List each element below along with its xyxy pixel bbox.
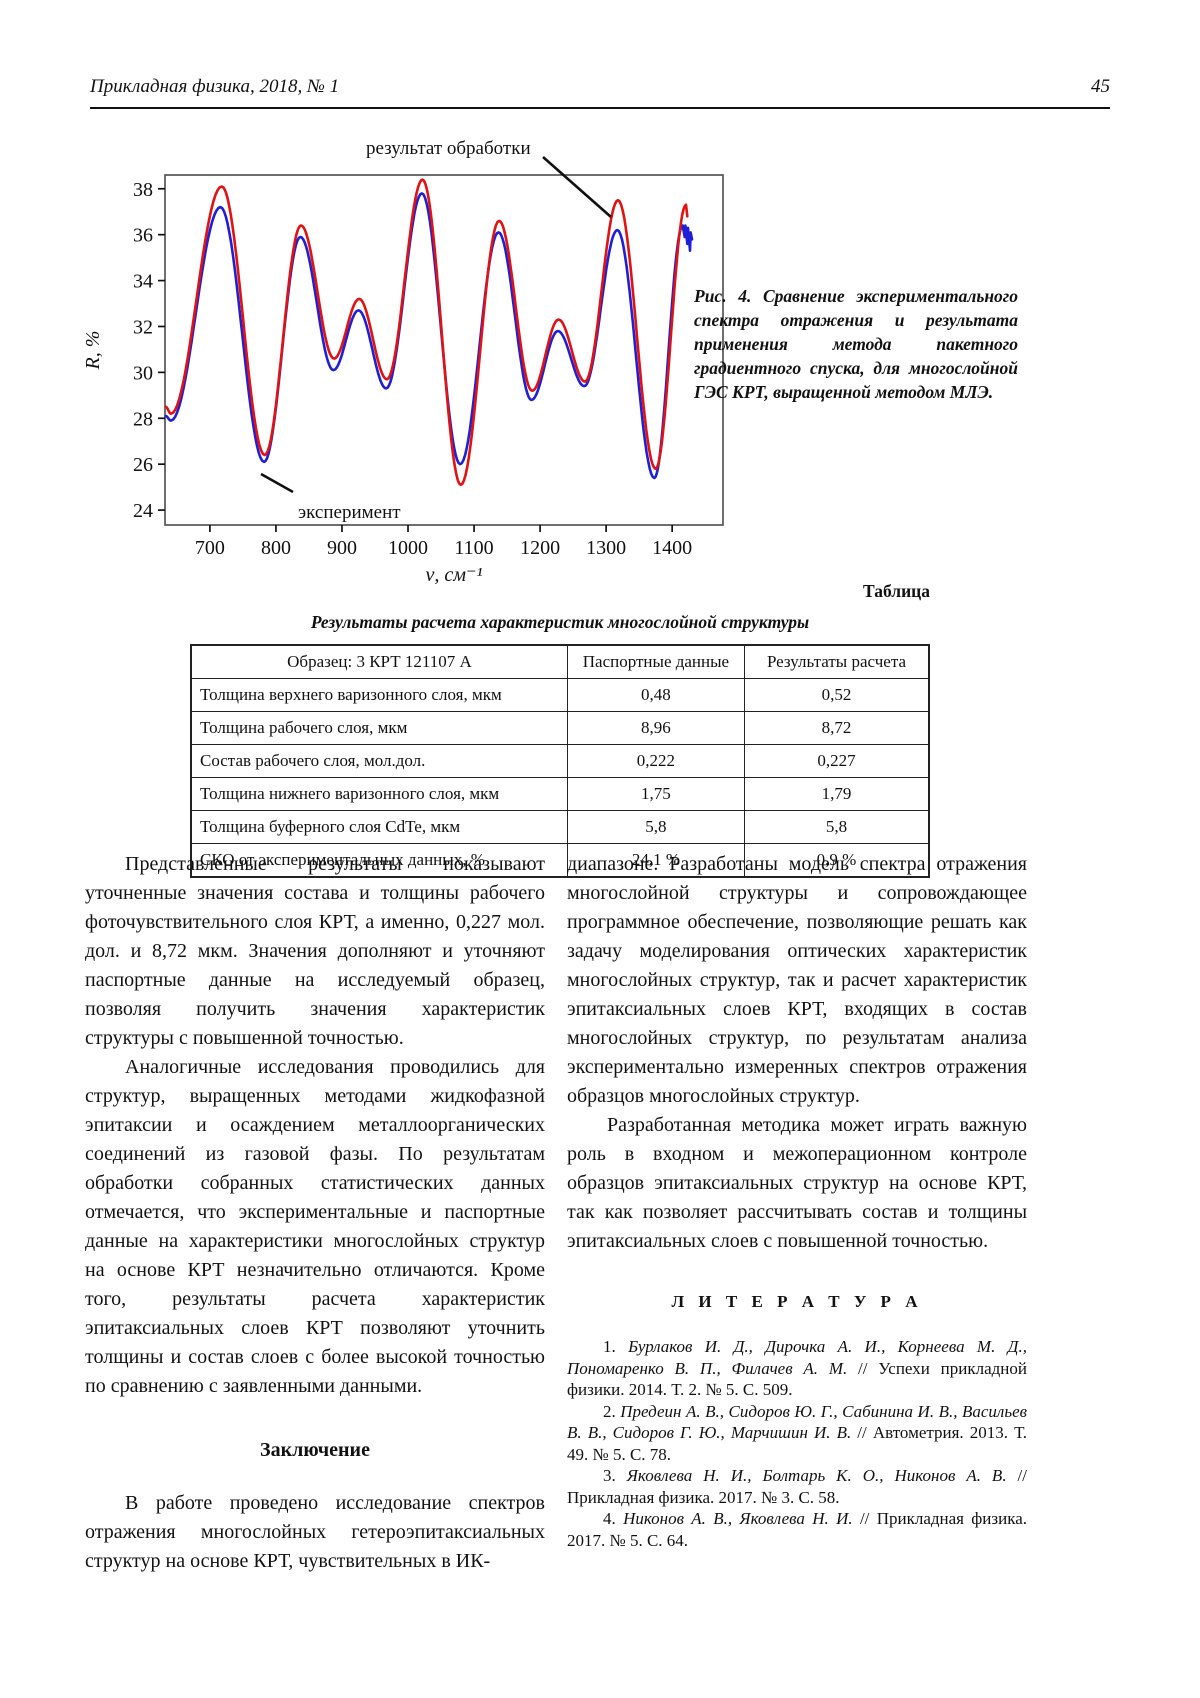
passport-cell: 0,222 <box>566 744 745 778</box>
table-header-sample: Образец: 3 КРТ 121107 А <box>190 644 568 679</box>
conclusion-heading: Заключение <box>260 1439 370 1461</box>
calc-cell: 1,79 <box>743 777 930 811</box>
ref-source: // Прикладная физика. 2017. № 3. С. 58. <box>567 1466 1028 1507</box>
param-cell: Толщина нижнего варизонного слоя, мкм <box>190 777 568 811</box>
figure-caption: Рис. 4. Сравнение экспериментального спе… <box>694 286 1018 402</box>
ref-source: // Автометрия. 2013. Т. 49. № 5. С. 78. <box>567 1423 1027 1464</box>
param-cell: Толщина буферного слоя CdTe, мкм <box>190 810 568 844</box>
svg-text:ν, см⁻¹: ν, см⁻¹ <box>425 564 482 586</box>
paragraph: Представленные результаты показывают уто… <box>85 853 545 1049</box>
ref-source: // Прикладная физика. 2017. № 5. С. 64. <box>567 1509 1028 1550</box>
ref-authors: Предеин А. В., Сидоров Ю. Г., Сабинина И… <box>567 1401 1028 1443</box>
ref-authors: Яковлева Н. И., Болтарь К. О., Никонов А… <box>626 1466 1007 1485</box>
svg-text:800: 800 <box>261 537 291 559</box>
journal-title: Прикладная физика, 2018, № 1 <box>90 76 340 97</box>
passport-cell: 5,8 <box>566 810 745 844</box>
svg-text:32: 32 <box>133 316 153 338</box>
paragraph: диапазоне. Разработаны модель спектра от… <box>567 853 1027 1107</box>
table-header-passport: Паспортные данные <box>566 644 745 679</box>
passport-cell: 8,96 <box>566 711 745 745</box>
passport-cell: 0,48 <box>566 678 745 712</box>
param-cell: Толщина верхнего варизонного слоя, мкм <box>190 678 568 712</box>
reference-item: 4. Никонов А. В., Яковлева Н. И. // Прик… <box>567 1508 1027 1551</box>
paragraph: В работе проведено исследование спектров… <box>85 1492 545 1572</box>
param-cell: Толщина рабочего слоя, мкм <box>190 711 568 745</box>
text-column-left: Представленные результаты показывают уто… <box>85 850 545 1576</box>
table-row: Состав рабочего слоя, мол.дол. 0,222 0,2… <box>190 744 930 778</box>
svg-text:34: 34 <box>133 271 153 293</box>
param-cell: СКО от экспериментальных данных, % <box>190 843 568 878</box>
literature-heading: Л И Т Е Р А Т У Р А <box>671 1292 923 1311</box>
svg-text:36: 36 <box>133 225 153 247</box>
calc-cell: 5,8 <box>743 810 930 844</box>
table-header-calc: Результаты расчета <box>743 644 930 679</box>
ref-source: // Успехи прикладной физики. 2014. Т. 2.… <box>567 1358 1027 1400</box>
svg-text:38: 38 <box>133 179 153 201</box>
svg-text:1100: 1100 <box>454 537 493 559</box>
page-header: Прикладная физика, 2018, № 1 45 <box>90 76 1110 98</box>
param-cell: Состав рабочего слоя, мол.дол. <box>190 744 568 778</box>
table-title: Результаты расчета характеристик многосл… <box>310 612 810 632</box>
table-row: Толщина буферного слоя CdTe, мкм 5,8 5,8 <box>190 810 930 844</box>
svg-text:эксперимент: эксперимент <box>298 502 401 523</box>
svg-text:1400: 1400 <box>652 537 692 559</box>
ref-number: 3. <box>603 1466 616 1485</box>
svg-text:700: 700 <box>195 537 225 559</box>
ref-number: 4. <box>603 1509 616 1528</box>
table-row: Толщина верхнего варизонного слоя, мкм 0… <box>190 678 930 712</box>
svg-text:результат обработки: результат обработки <box>366 138 531 159</box>
paragraph: Разработанная методика может играть важн… <box>567 1114 1027 1252</box>
svg-text:1000: 1000 <box>388 537 428 559</box>
reference-item: 3. Яковлева Н. И., Болтарь К. О., Никоно… <box>567 1465 1027 1508</box>
ref-number: 2. <box>603 1401 616 1421</box>
calc-cell: 8,72 <box>743 711 930 745</box>
calc-cell: 0,227 <box>743 744 930 778</box>
passport-cell: 24,1 % <box>566 843 745 878</box>
paragraph: Аналогичные исследования проводились для… <box>85 1056 545 1397</box>
passport-cell: 1,75 <box>566 777 745 811</box>
header-divider <box>90 107 1110 109</box>
table-row: Толщина нижнего варизонного слоя, мкм 1,… <box>190 777 930 811</box>
page-number: 45 <box>1091 76 1110 97</box>
svg-text:1300: 1300 <box>586 537 626 559</box>
svg-text:24: 24 <box>133 500 153 522</box>
table-header-row: Образец: 3 КРТ 121107 А Паспортные данны… <box>190 644 930 679</box>
ref-authors: Бурлаков И. Д., Дирочка А. И., Корнеева … <box>567 1337 1027 1378</box>
text-column-right: диапазоне. Разработаны модель спектра от… <box>567 850 1027 1551</box>
ref-number: 1. <box>603 1337 616 1356</box>
reference-item: 2. Предеин А. В., Сидоров Ю. Г., Сабинин… <box>567 1401 1027 1466</box>
svg-text:30: 30 <box>133 362 153 384</box>
calc-cell: 0,9 % <box>743 843 930 878</box>
table-label: Таблица <box>862 581 930 601</box>
svg-text:28: 28 <box>133 408 153 430</box>
ref-authors: Никонов А. В., Яковлева Н. И. <box>623 1509 853 1528</box>
reflection-chart: 24 26 28 30 32 34 36 38 700 800 900 1000 1100 1200 130… <box>85 138 724 586</box>
table-row: Толщина рабочего слоя, мкм 8,96 8,72 <box>190 711 930 745</box>
table-row: СКО от экспериментальных данных, % 24,1 … <box>190 843 930 878</box>
calc-cell: 0,52 <box>743 678 930 712</box>
svg-text:1200: 1200 <box>520 537 560 559</box>
svg-text:26: 26 <box>133 454 153 476</box>
svg-text:900: 900 <box>327 537 357 559</box>
results-table: Образец: 3 КРТ 121107 А Паспортные данны… <box>190 644 930 878</box>
svg-text:R, %: R, % <box>85 331 104 371</box>
reference-item: 1. Бурлаков И. Д., Дирочка А. И., Корнее… <box>567 1336 1027 1401</box>
